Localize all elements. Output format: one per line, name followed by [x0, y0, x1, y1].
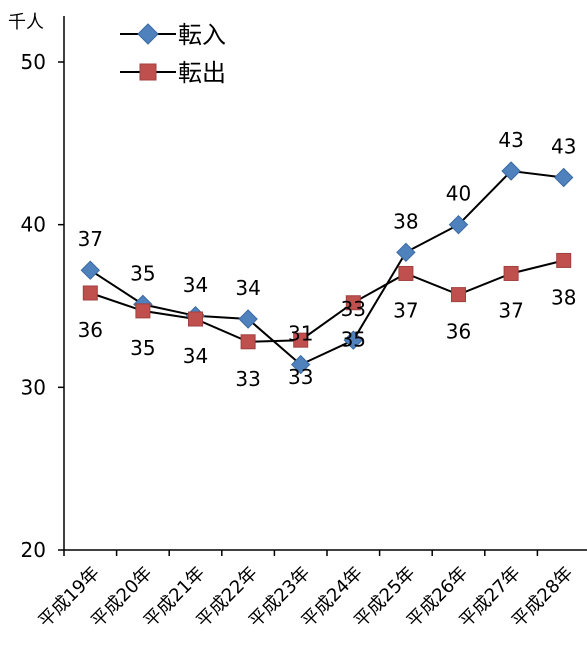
data-label: 43: [551, 134, 576, 158]
data-label: 34: [183, 344, 208, 368]
data-label: 35: [130, 261, 155, 285]
data-label: 31: [288, 322, 313, 346]
data-label: 38: [551, 285, 576, 309]
y-axis-unit-label: 千人: [8, 12, 44, 33]
marker-diamond: [501, 161, 521, 181]
data-label: 33: [341, 297, 366, 321]
marker-square: [398, 265, 414, 281]
marker-diamond: [448, 214, 469, 235]
marker-square: [293, 332, 309, 348]
data-label: 37: [498, 298, 523, 322]
series-markers: [80, 161, 574, 375]
series-line-0: [89, 169, 564, 366]
legend-label: 転入: [178, 21, 226, 49]
data-label: 34: [235, 276, 260, 300]
y-tick-label: 50: [21, 50, 46, 74]
data-label: 37: [393, 298, 418, 322]
legend-marker-diamond: [137, 23, 159, 45]
data-labels: 37 35 34 34 31 33 38 40 43 43 36 35 34 33 33 35 37 36 37 38: [78, 128, 577, 391]
y-tick-label: 40: [21, 213, 46, 237]
axes: [58, 16, 587, 556]
data-label: 33: [288, 365, 313, 389]
marker-square: [503, 265, 519, 281]
marker-diamond: [553, 167, 574, 188]
marker-square: [556, 252, 572, 268]
x-tick-labels: 平成19年平成20年平成21年平成22年平成23年平成24年平成25年平成26年…: [35, 563, 578, 632]
legend-marker-square: [139, 63, 157, 81]
marker-square: [188, 311, 203, 327]
marker-square: [240, 334, 256, 350]
legend-label: 転出: [178, 59, 226, 87]
data-label: 35: [341, 328, 366, 352]
data-label: 35: [130, 336, 155, 360]
data-label: 36: [446, 320, 471, 344]
y-tick-labels: 20 30 40 50: [21, 50, 46, 562]
data-label: 37: [78, 227, 103, 251]
data-label: 43: [498, 128, 523, 152]
y-tick-label: 30: [21, 375, 46, 399]
marker-square: [82, 285, 98, 301]
marker-square: [345, 295, 361, 311]
y-tick-label: 20: [21, 538, 46, 562]
series-line-1: [89, 259, 564, 343]
series-lines: [89, 169, 564, 366]
marker-diamond: [238, 309, 258, 329]
marker-diamond: [80, 260, 101, 280]
marker-square: [451, 287, 466, 303]
data-label: 34: [183, 273, 208, 297]
marker-diamond: [396, 242, 416, 263]
marker-square: [135, 303, 151, 319]
data-label: 38: [393, 209, 418, 233]
data-label: 36: [78, 318, 103, 342]
data-label: 33: [235, 367, 260, 391]
marker-diamond: [343, 330, 364, 350]
marker-diamond: [290, 354, 311, 375]
data-label: 40: [446, 182, 471, 206]
